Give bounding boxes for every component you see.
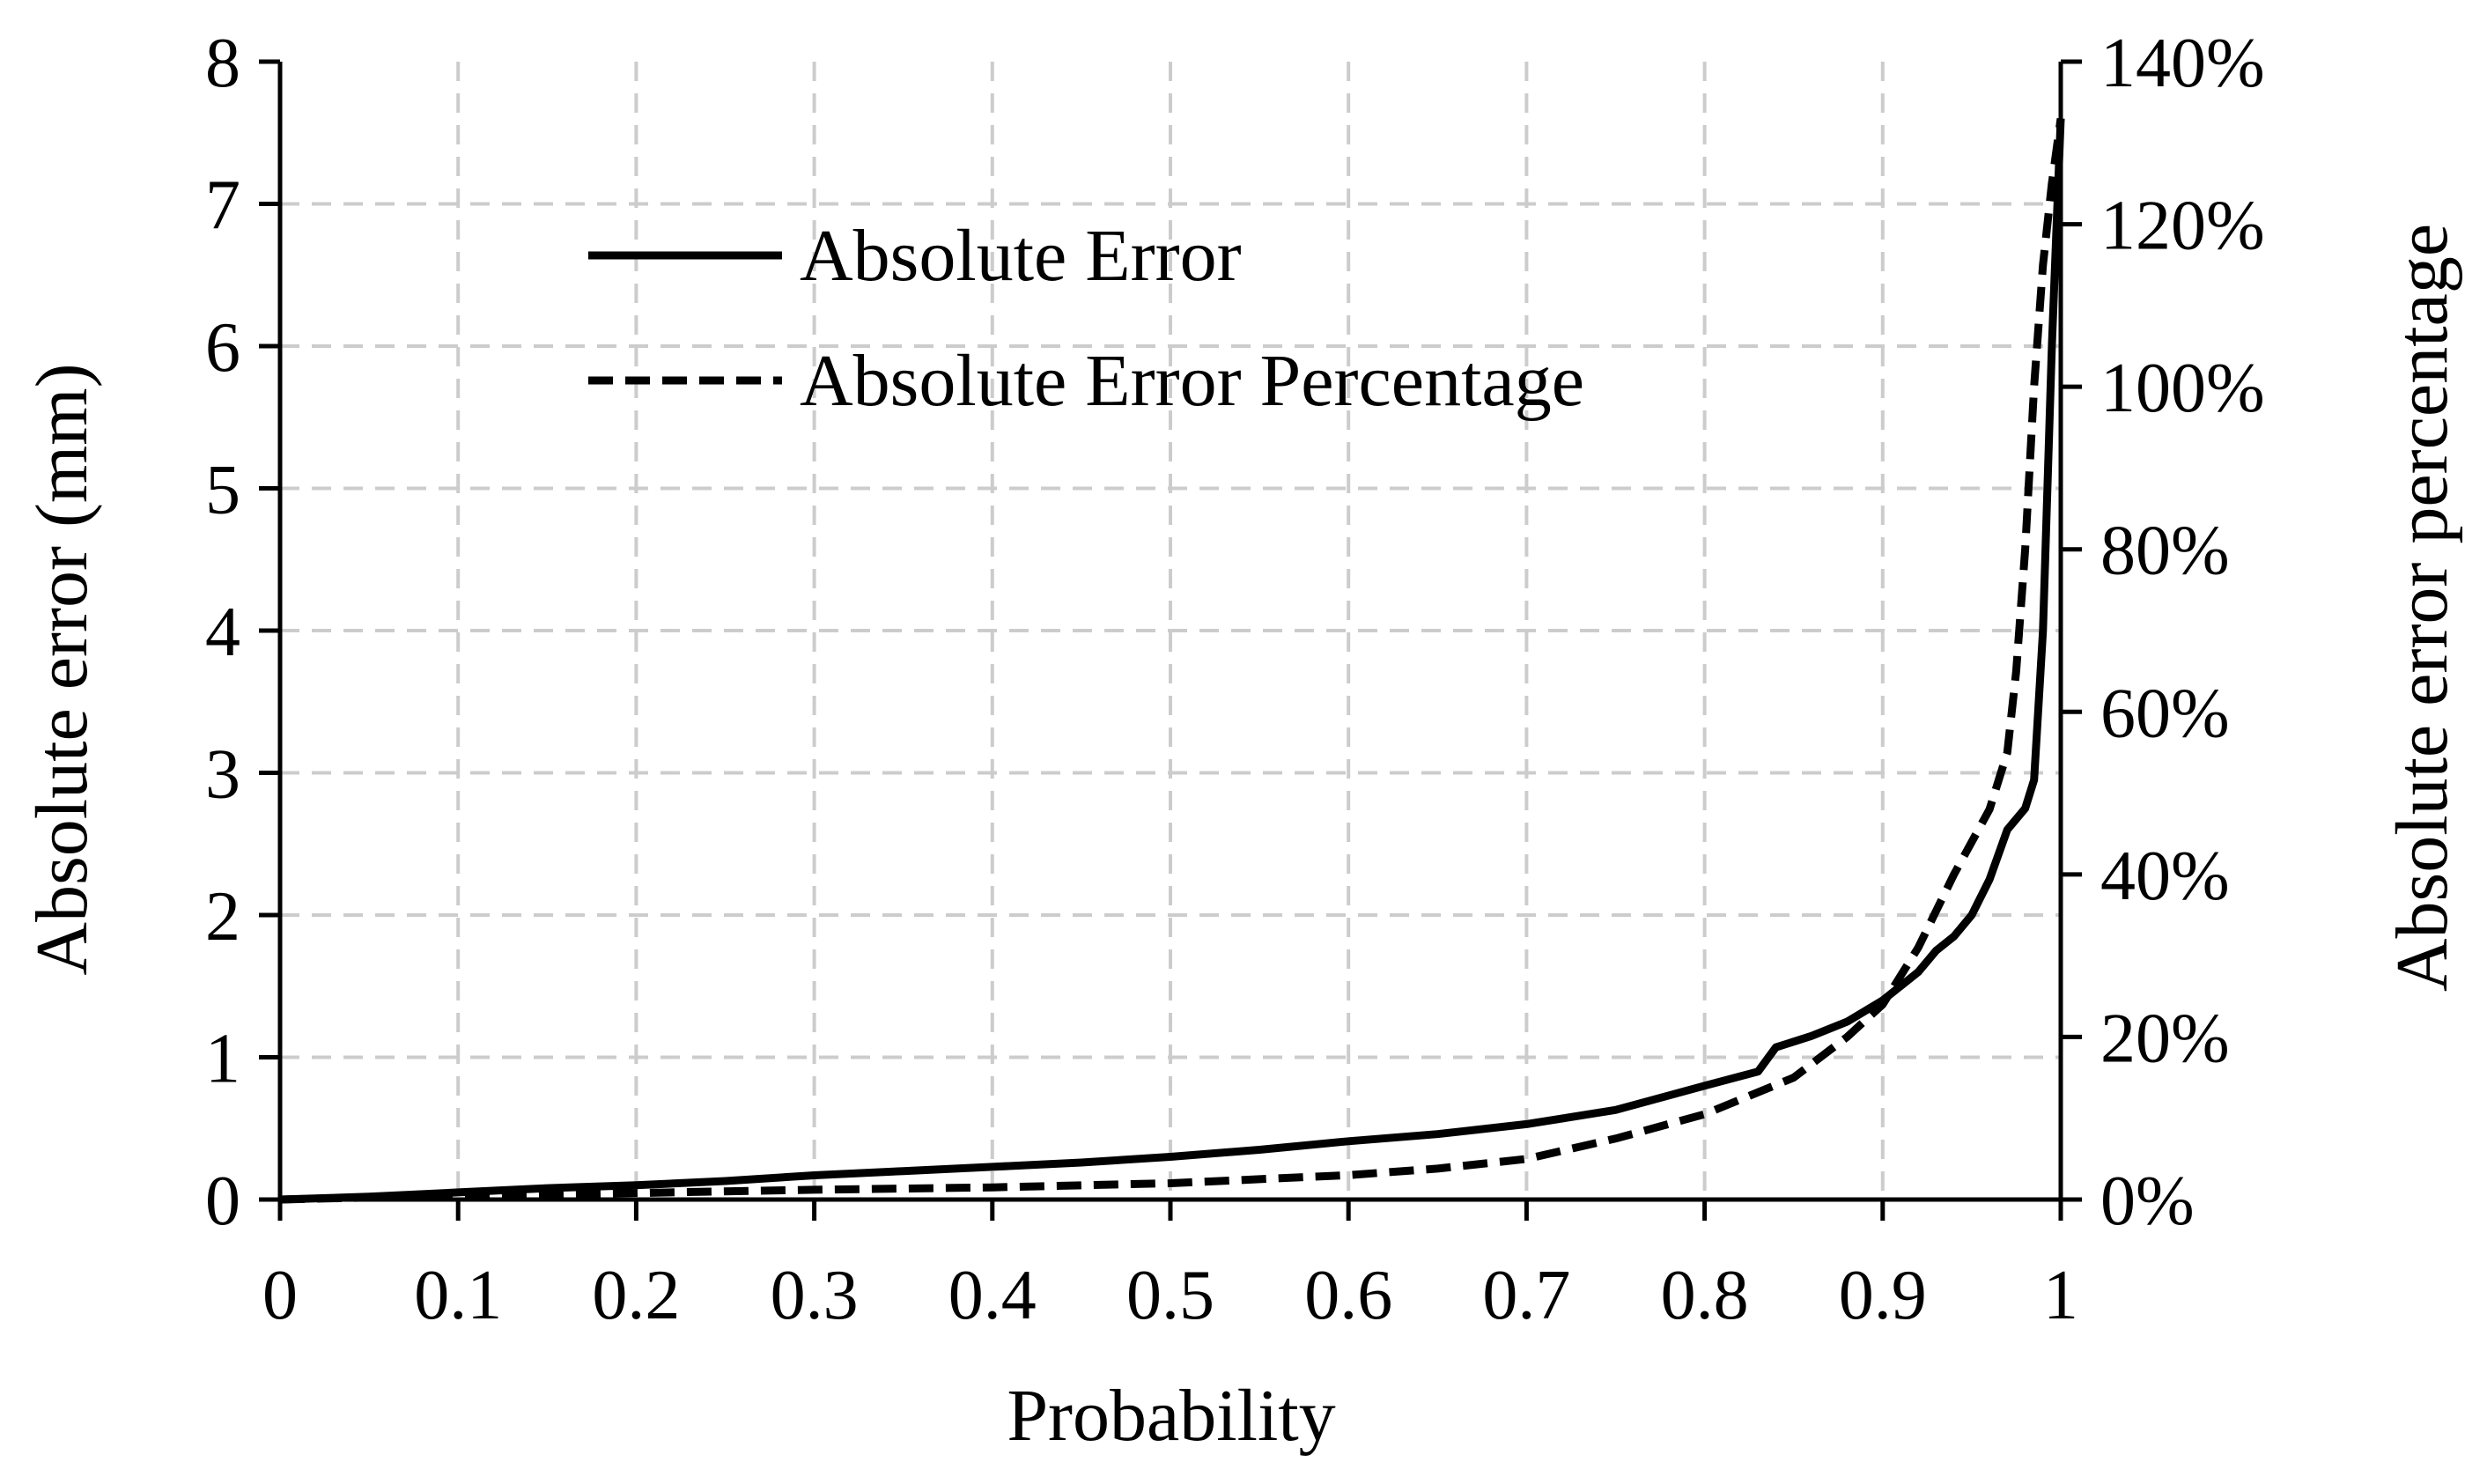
- x-tick-label: 0.7: [1482, 1257, 1570, 1334]
- y-tick-label: 5: [205, 452, 240, 529]
- x-tick-label: 0.2: [592, 1257, 680, 1334]
- y-tick-label: 3: [205, 736, 240, 814]
- x-tick-label: 0.8: [1661, 1257, 1749, 1334]
- y-tick-label: 1: [205, 1021, 240, 1098]
- series-line-absolute-error-percentage: [279, 117, 2065, 1204]
- legend-label-absolute-error-percentage: Absolute Error Percentage: [800, 340, 1584, 422]
- y-tick-label: 4: [205, 594, 240, 671]
- x-tick-label: 1: [2043, 1257, 2078, 1334]
- y2-tick-label: 0%: [2100, 1163, 2195, 1240]
- x-tick-label: 0: [262, 1257, 298, 1334]
- y-tick-label: 2: [205, 878, 240, 956]
- y-axis-title: Absolute error (mm): [21, 363, 103, 975]
- x-tick-label: 0.4: [948, 1257, 1037, 1334]
- x-tick-label: 0.3: [771, 1257, 859, 1334]
- tick-labels: 0 0.1 0.2 0.3 0.4 0.5 0.6 0.7 0.8 0.9 10123456780%…: [205, 25, 2265, 1334]
- x-tick-label: 0.1: [414, 1257, 502, 1334]
- legend-label-absolute-error: Absolute Error: [800, 215, 1242, 297]
- x-tick-label: 0.9: [1839, 1257, 1927, 1334]
- y2-tick-label: 40%: [2100, 838, 2230, 915]
- y2-tick-label: 20%: [2100, 1000, 2230, 1077]
- x-axis-title: Probability: [1007, 1375, 1335, 1457]
- x-tick-label: 0.5: [1126, 1257, 1214, 1334]
- grid: [280, 62, 2061, 1200]
- y2-tick-label: 120%: [2100, 188, 2265, 265]
- y2-tick-label: 80%: [2100, 513, 2230, 590]
- y2-axis-title: Absolute error percentage: [2381, 224, 2463, 992]
- axes: [259, 59, 2082, 1221]
- legend: Absolute Error Absolute Error Percentage: [588, 215, 1584, 422]
- series-layer: [279, 117, 2065, 1204]
- y2-tick-label: 140%: [2100, 25, 2265, 102]
- y-tick-label: 6: [205, 309, 240, 387]
- y-tick-label: 0: [205, 1163, 240, 1240]
- y2-tick-label: 60%: [2100, 675, 2230, 752]
- y-tick-label: 7: [205, 167, 240, 245]
- y-tick-label: 8: [205, 25, 240, 102]
- series-line-absolute-error: [279, 118, 2065, 1204]
- y2-tick-label: 100%: [2100, 350, 2265, 427]
- x-tick-label: 0.6: [1304, 1257, 1392, 1334]
